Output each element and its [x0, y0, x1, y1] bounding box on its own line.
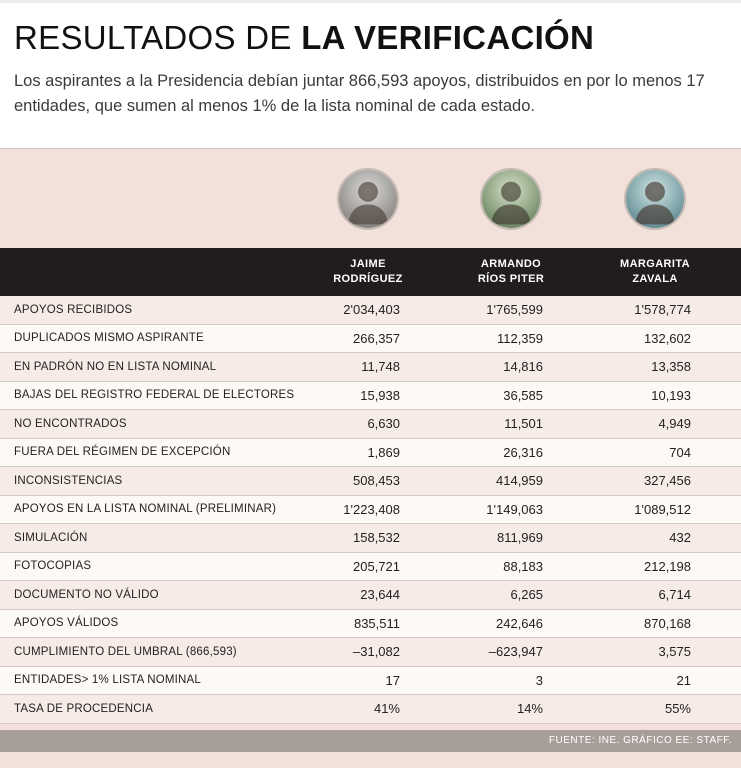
- row-value: –623,947: [488, 644, 543, 660]
- row-label: NO ENCONTRADOS: [14, 417, 127, 430]
- column-header-jaime-rodriguez: JAIME RODRÍGUEZ: [333, 258, 403, 285]
- jaime-rodriguez-photo: [337, 168, 399, 230]
- row-value: 3: [535, 672, 543, 688]
- row-value: 23,644: [360, 587, 400, 603]
- table-row: APOYOS RECIBIDOS 2'034,403 1'765,599 1'5…: [0, 296, 741, 325]
- person-silhouette-icon: [339, 170, 397, 228]
- row-value: 13,358: [651, 359, 691, 375]
- table-row: APOYOS EN LA LISTA NOMINAL (PRELIMINAR) …: [0, 495, 741, 524]
- row-value: 1'223,408: [343, 501, 400, 517]
- armando-rios-piter-photo: [480, 168, 542, 230]
- row-value: 870,168: [644, 615, 691, 631]
- row-value: 212,198: [644, 558, 691, 574]
- row-label: BAJAS DEL REGISTRO FEDERAL DE ELECTORES: [14, 389, 295, 402]
- row-value: 242,646: [496, 615, 543, 631]
- row-label: FOTOCOPIAS: [14, 560, 92, 573]
- row-value: 14,816: [503, 359, 543, 375]
- row-value: 6,265: [510, 587, 543, 603]
- row-label: DUPLICADOS MISMO ASPIRANTE: [14, 332, 204, 345]
- row-value: 1,869: [367, 444, 400, 460]
- row-value: 704: [669, 444, 691, 460]
- row-label: APOYOS EN LA LISTA NOMINAL (PRELIMINAR): [14, 503, 277, 516]
- header-section: RESULTADOS DE LA VERIFICACIÓN Los aspira…: [0, 0, 741, 148]
- title-regular: RESULTADOS DE: [14, 19, 302, 56]
- row-value: 1'089,512: [634, 501, 691, 517]
- row-value: 327,456: [644, 473, 691, 489]
- row-label: INCONSISTENCIAS: [14, 474, 123, 487]
- row-value: 3,575: [658, 644, 691, 660]
- row-label: CUMPLIMIENTO DEL UMBRAL (866,593): [14, 645, 237, 658]
- row-label: EN PADRÓN NO EN LISTA NOMINAL: [14, 360, 217, 373]
- table-row: FOTOCOPIAS 205,721 88,183 212,198: [0, 552, 741, 581]
- row-value: 6,714: [658, 587, 691, 603]
- table-row: SIMULACIÓN 158,532 811,969 432: [0, 524, 741, 553]
- table-row: NO ENCONTRADOS 6,630 11,501 4,949: [0, 410, 741, 439]
- page-title: RESULTADOS DE LA VERIFICACIÓN: [14, 19, 725, 57]
- table-row: EN PADRÓN NO EN LISTA NOMINAL 11,748 14,…: [0, 353, 741, 382]
- row-label: ENTIDADES> 1% LISTA NOMINAL: [14, 674, 202, 687]
- row-value: 266,357: [353, 330, 400, 346]
- table-row: INCONSISTENCIAS 508,453 414,959 327,456: [0, 467, 741, 496]
- row-value: 1'149,063: [486, 501, 543, 517]
- candidate-photos-band: [0, 148, 741, 248]
- row-value: 55%: [664, 701, 691, 717]
- row-value: 432: [669, 530, 691, 546]
- column-header-margarita-zavala: MARGARITA ZAVALA: [620, 258, 690, 285]
- title-bold: LA VERIFICACIÓN: [301, 19, 595, 56]
- row-value: 835,511: [353, 615, 400, 631]
- row-value: 10,193: [651, 387, 691, 403]
- person-silhouette-icon: [482, 170, 540, 228]
- row-value: 11,501: [504, 416, 543, 432]
- subtitle: Los aspirantes a la Presidencia debían j…: [14, 72, 705, 115]
- row-label: TASA DE PROCEDENCIA: [14, 702, 154, 715]
- row-value: 2'034,403: [343, 302, 400, 318]
- footer-bar: FUENTE: INE. GRÁFICO EE: STAFF.: [0, 729, 741, 752]
- row-value: 1'578,774: [634, 302, 691, 318]
- row-value: 4,949: [658, 416, 691, 432]
- row-value: 414,959: [496, 473, 543, 489]
- row-value: 811,969: [496, 530, 543, 546]
- row-value: 15,938: [360, 387, 400, 403]
- row-value: 88,183: [503, 558, 543, 574]
- table-row: ENTIDADES> 1% LISTA NOMINAL 17 3 21: [0, 666, 741, 695]
- row-value: 17: [385, 672, 400, 688]
- row-value: 21: [676, 672, 691, 688]
- table-row: TASA DE PROCEDENCIA 41% 14% 55%: [0, 695, 741, 724]
- row-label: SIMULACIÓN: [14, 531, 88, 544]
- row-label: APOYOS VÁLIDOS: [14, 617, 119, 630]
- row-value: 26,316: [503, 444, 543, 460]
- row-value: 36,585: [503, 387, 543, 403]
- row-label: APOYOS RECIBIDOS: [14, 303, 133, 316]
- source-credit: FUENTE: INE. GRÁFICO EE: STAFF.: [548, 735, 732, 746]
- table-row: CUMPLIMIENTO DEL UMBRAL (866,593) –31,08…: [0, 638, 741, 667]
- row-label: FUERA DEL RÉGIMEN DE EXCEPCIÓN: [14, 446, 231, 459]
- row-value: 132,602: [644, 330, 691, 346]
- table-row: FUERA DEL RÉGIMEN DE EXCEPCIÓN 1,869 26,…: [0, 438, 741, 467]
- margarita-zavala-photo: [624, 168, 686, 230]
- row-value: –31,082: [353, 644, 400, 660]
- results-table: APOYOS RECIBIDOS 2'034,403 1'765,599 1'5…: [0, 296, 741, 724]
- table-row: DUPLICADOS MISMO ASPIRANTE 266,357 112,3…: [0, 324, 741, 353]
- table-row: BAJAS DEL REGISTRO FEDERAL DE ELECTORES …: [0, 381, 741, 410]
- row-label: DOCUMENTO NO VÁLIDO: [14, 588, 159, 601]
- row-value: 112,359: [496, 330, 543, 346]
- row-value: 41%: [373, 701, 400, 717]
- table-header: JAIME RODRÍGUEZ ARMANDO RÍOS PITER MARGA…: [0, 248, 741, 296]
- row-value: 1'765,599: [486, 302, 543, 318]
- column-header-armando-rios-piter: ARMANDO RÍOS PITER: [477, 258, 545, 285]
- row-value: 508,453: [353, 473, 400, 489]
- row-value: 6,630: [367, 416, 400, 432]
- table-row: APOYOS VÁLIDOS 835,511 242,646 870,168: [0, 609, 741, 638]
- table-row: DOCUMENTO NO VÁLIDO 23,644 6,265 6,714: [0, 581, 741, 610]
- person-silhouette-icon: [626, 170, 684, 228]
- row-value: 11,748: [361, 359, 400, 375]
- row-value: 14%: [516, 701, 543, 717]
- row-value: 205,721: [353, 558, 400, 574]
- row-value: 158,532: [353, 530, 400, 546]
